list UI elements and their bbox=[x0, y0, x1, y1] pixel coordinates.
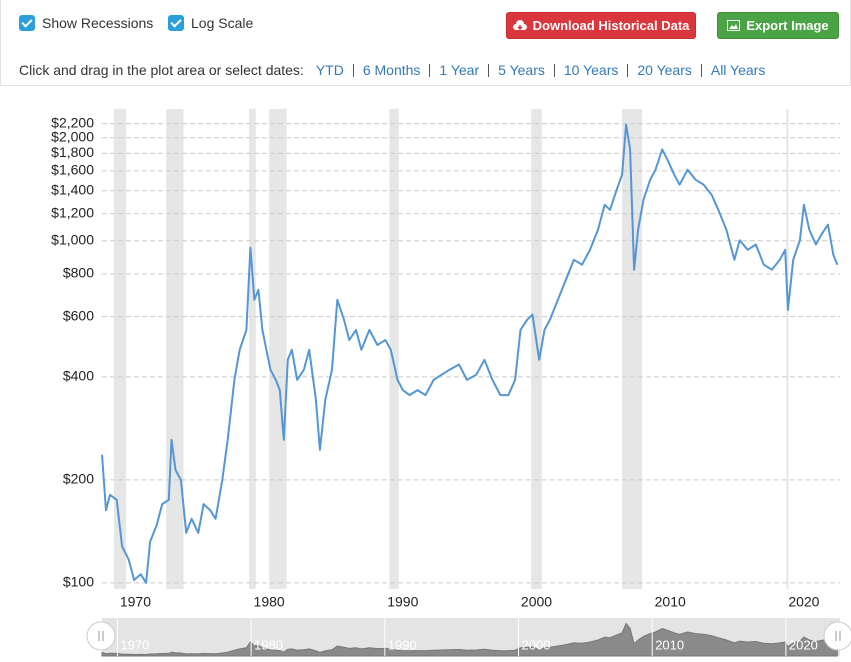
separator bbox=[352, 63, 354, 77]
y-tick-label: $1,600 bbox=[51, 162, 94, 178]
y-tick-label: $100 bbox=[63, 574, 94, 590]
navigator-handle[interactable] bbox=[823, 621, 851, 651]
separator bbox=[700, 63, 702, 77]
x-tick-label: 2010 bbox=[655, 594, 686, 610]
price-line bbox=[101, 123, 839, 584]
x-tick-label: 2020 bbox=[788, 594, 819, 610]
recession-band bbox=[114, 109, 127, 589]
download-button[interactable]: Download Historical Data bbox=[506, 12, 696, 39]
export-button[interactable]: Export Image bbox=[717, 12, 839, 39]
date-range-bar: Click and drag in the plot area or selec… bbox=[19, 62, 765, 78]
toolbar: Show Recessions Log Scale Download Histo… bbox=[0, 0, 851, 86]
recession-band bbox=[531, 109, 542, 589]
checkbox-icon bbox=[168, 15, 184, 31]
y-tick-label: $2,200 bbox=[51, 114, 94, 130]
separator bbox=[627, 63, 629, 77]
navigator-label: 2000 bbox=[522, 637, 551, 652]
x-tick-label: 1980 bbox=[254, 594, 285, 610]
range-link[interactable]: YTD bbox=[315, 62, 344, 78]
y-tick-label: $600 bbox=[63, 307, 94, 323]
navigator-area bbox=[101, 622, 838, 657]
x-tick-label: 1970 bbox=[120, 594, 151, 610]
recessions-checkbox[interactable]: Show Recessions bbox=[19, 15, 153, 31]
recession-band bbox=[786, 109, 789, 589]
range-prompt: Click and drag in the plot area or selec… bbox=[19, 62, 304, 78]
navigator-label: 1990 bbox=[388, 637, 417, 652]
y-tick-label: $1,800 bbox=[51, 144, 94, 160]
navigator-label: 1980 bbox=[254, 637, 283, 652]
checkbox-label: Show Recessions bbox=[42, 15, 154, 31]
range-link[interactable]: 6 Months bbox=[362, 62, 421, 78]
x-tick-label: 2000 bbox=[521, 594, 552, 610]
button-label: Download Historical Data bbox=[532, 18, 690, 33]
recession-band bbox=[622, 109, 643, 589]
range-link[interactable]: 5 Years bbox=[498, 62, 545, 78]
y-tick-label: $400 bbox=[63, 368, 94, 384]
recession-band bbox=[166, 109, 184, 589]
y-tick-label: $2,000 bbox=[51, 128, 94, 144]
log-scale-checkbox[interactable]: Log Scale bbox=[168, 15, 253, 31]
button-label: Export Image bbox=[746, 18, 829, 33]
y-tick-label: $200 bbox=[63, 471, 94, 487]
checkbox-label: Log Scale bbox=[191, 15, 254, 31]
range-link[interactable]: 1 Year bbox=[439, 62, 480, 78]
navigator-label: 2010 bbox=[655, 637, 684, 652]
recession-band bbox=[389, 109, 399, 589]
y-tick-label: $800 bbox=[63, 265, 94, 281]
image-icon bbox=[727, 20, 741, 31]
y-tick-label: $1,000 bbox=[51, 231, 94, 247]
recession-band bbox=[269, 109, 287, 589]
range-link[interactable]: 20 Years bbox=[637, 62, 692, 78]
separator bbox=[488, 63, 490, 77]
y-tick-label: $1,200 bbox=[51, 204, 94, 220]
range-link[interactable]: All Years bbox=[710, 62, 766, 78]
y-tick-label: $1,400 bbox=[51, 181, 94, 197]
x-tick-label: 1990 bbox=[387, 594, 418, 610]
navigator-label: 2020 bbox=[789, 637, 818, 652]
navigator-label: 1970 bbox=[120, 637, 149, 652]
checkbox-icon bbox=[19, 15, 35, 31]
separator bbox=[429, 63, 431, 77]
recession-band bbox=[249, 109, 256, 589]
navigator-handle[interactable] bbox=[86, 621, 116, 651]
separator bbox=[553, 63, 555, 77]
range-link[interactable]: 10 Years bbox=[563, 62, 619, 78]
cloud-icon bbox=[512, 19, 527, 30]
